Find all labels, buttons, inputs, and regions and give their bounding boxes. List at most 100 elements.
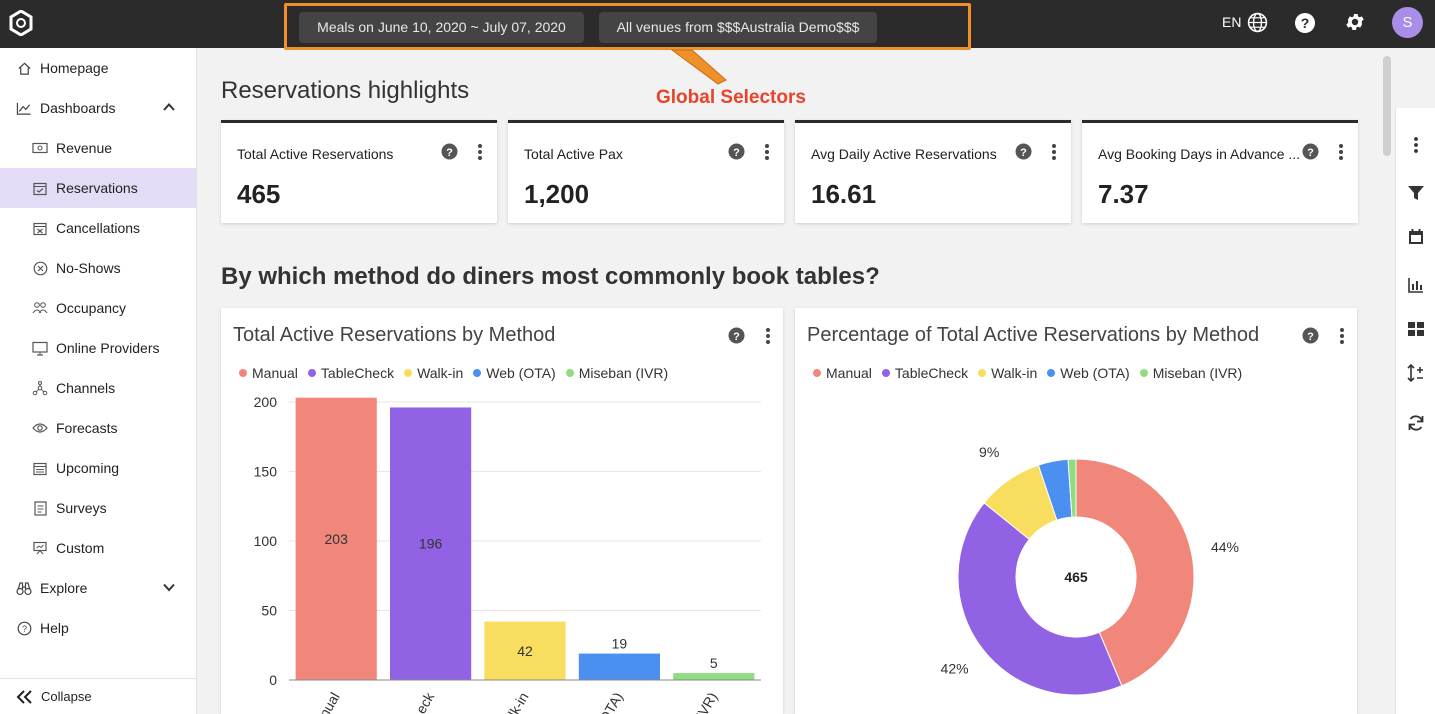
- legend-item[interactable]: Manual: [239, 365, 298, 381]
- refresh-icon[interactable]: [1407, 414, 1425, 432]
- donut-chart: 44% 42% 9% 465: [941, 444, 1239, 696]
- legend-swatch: [473, 369, 482, 377]
- collapse-label: Collapse: [41, 689, 92, 704]
- sidebar-item-online-providers[interactable]: Online Providers: [0, 328, 196, 368]
- sidebar-item-label: Revenue: [56, 140, 113, 156]
- eye-icon: [32, 420, 48, 436]
- sort-plus-minus-icon[interactable]: [1407, 364, 1425, 382]
- avatar[interactable]: S: [1392, 7, 1423, 38]
- sidebar-item-forecasts[interactable]: Forecasts: [0, 408, 196, 448]
- sidebar-item-custom[interactable]: Custom: [0, 528, 196, 568]
- legend-item[interactable]: Miseban (IVR): [1139, 365, 1242, 381]
- more-options-icon[interactable]: [477, 143, 483, 161]
- x-tick-label: OTA): [596, 690, 626, 714]
- global-selectors: Meals on June 10, 2020 ~ July 07, 2020 A…: [284, 3, 971, 50]
- circle-x-icon: [32, 260, 48, 276]
- help-icon[interactable]: ?: [728, 327, 745, 344]
- sidebar-item-label: Help: [40, 620, 69, 636]
- legend-item[interactable]: Walk-in: [404, 365, 463, 381]
- y-tick-label: 150: [254, 463, 278, 479]
- sidebar-item-reservations[interactable]: Reservations: [0, 168, 196, 208]
- calendar-icon[interactable]: [1407, 228, 1425, 246]
- sidebar-item-explore[interactable]: Explore: [0, 568, 196, 608]
- sidebar-item-label: Cancellations: [56, 220, 141, 236]
- more-options-icon[interactable]: [1407, 136, 1425, 154]
- more-options-icon[interactable]: [764, 143, 770, 161]
- more-options-icon[interactable]: [1338, 143, 1344, 161]
- legend-item[interactable]: Web (OTA): [1047, 365, 1130, 381]
- svg-text:?: ?: [1020, 147, 1027, 159]
- help-icon[interactable]: ?: [441, 143, 458, 160]
- sidebar-item-occupancy[interactable]: Occupancy: [0, 288, 196, 328]
- document-icon: [32, 500, 48, 516]
- more-options-icon[interactable]: [1339, 327, 1345, 345]
- home-icon: [16, 60, 32, 76]
- legend-item[interactable]: TableCheck: [881, 365, 968, 381]
- sidebar-item-label: Reservations: [56, 180, 138, 196]
- chart-legend: Manual TableCheck Walk-in Web (OTA) Miseban …: [813, 365, 1252, 381]
- more-options-icon[interactable]: [1051, 143, 1057, 161]
- sidebar-item-revenue[interactable]: Revenue: [0, 128, 196, 168]
- y-tick-label: 100: [254, 533, 278, 549]
- chevron-down-icon[interactable]: [162, 580, 176, 594]
- sidebar-item-homepage[interactable]: Homepage: [0, 48, 196, 88]
- scrollbar[interactable]: [1383, 56, 1391, 156]
- help-icon[interactable]: ?: [1015, 143, 1032, 160]
- sidebar-item-help[interactable]: ? Help: [0, 608, 196, 648]
- legend-label: Walk-in: [417, 365, 464, 381]
- y-tick-label: 50: [261, 602, 277, 618]
- app-logo-icon[interactable]: [8, 10, 34, 36]
- page-title: Reservations highlights: [221, 77, 470, 104]
- venue-selector[interactable]: All venues from $$$Australia Demo$$$: [599, 12, 877, 43]
- chart-title: Percentage of Total Active Reservations …: [807, 324, 1260, 346]
- sidebar-item-label: Homepage: [40, 60, 109, 76]
- bar-chart-icon[interactable]: [1407, 276, 1425, 294]
- help-icon[interactable]: ?: [1302, 327, 1319, 344]
- bar-chart: 0 50 100 150 200 203 nual 196 eck 42 lk-in 19 OTA) 5 I…: [254, 394, 761, 714]
- legend-swatch: [978, 369, 987, 377]
- legend-item[interactable]: TableCheck: [307, 365, 394, 381]
- collapse-button[interactable]: Collapse: [0, 678, 196, 714]
- legend-item[interactable]: Web (OTA): [473, 365, 556, 381]
- binoculars-icon: [16, 580, 32, 596]
- chevron-up-icon[interactable]: [162, 100, 176, 114]
- help-icon[interactable]: ?: [1302, 143, 1319, 160]
- help-icon[interactable]: ?: [728, 143, 745, 160]
- language-label[interactable]: EN: [1222, 14, 1242, 30]
- sidebar-item-no-shows[interactable]: No-Shows: [0, 248, 196, 288]
- sidebar-item-surveys[interactable]: Surveys: [0, 488, 196, 528]
- more-options-icon[interactable]: [765, 327, 771, 345]
- sidebar-item-dashboards[interactable]: Dashboards: [0, 88, 196, 128]
- legend-label: Web (OTA): [1060, 365, 1130, 381]
- dashboard-grid-icon[interactable]: [1407, 320, 1425, 338]
- sidebar-item-label: Surveys: [56, 500, 107, 516]
- legend-item[interactable]: Walk-in: [978, 365, 1037, 381]
- calendar-icon: [32, 460, 48, 476]
- legend-item[interactable]: Manual: [813, 365, 872, 381]
- sidebar-item-channels[interactable]: Channels: [0, 368, 196, 408]
- kpi-label: Avg Daily Active Reservations: [811, 146, 997, 162]
- globe-icon[interactable]: [1247, 12, 1268, 33]
- slice-percent-label: 44%: [1211, 539, 1239, 555]
- legend-swatch: [1139, 369, 1148, 377]
- gear-icon[interactable]: [1344, 11, 1366, 33]
- bar: [673, 673, 755, 680]
- bar-value-label: 203: [325, 531, 349, 547]
- date-range-selector[interactable]: Meals on June 10, 2020 ~ July 07, 2020: [299, 12, 584, 43]
- sidebar-item-cancellations[interactable]: Cancellations: [0, 208, 196, 248]
- help-icon[interactable]: ?: [1294, 12, 1316, 34]
- monitor-icon: [32, 340, 48, 356]
- donut-slice: [1067, 458, 1077, 518]
- slice-percent-label: 42%: [941, 660, 969, 676]
- bar-value-label: 5: [710, 655, 718, 671]
- bar: [484, 621, 566, 680]
- kpi-card-total-active-pax: Total Active Pax 1,200 ?: [508, 120, 784, 223]
- legend-item[interactable]: Miseban (IVR): [565, 365, 668, 381]
- sidebar-item-upcoming[interactable]: Upcoming: [0, 448, 196, 488]
- calendar-x-icon: [32, 220, 48, 236]
- presentation-icon: [32, 540, 48, 556]
- filter-icon[interactable]: [1407, 184, 1425, 202]
- sidebar: Homepage Dashboards Revenue Reservations…: [0, 48, 197, 714]
- legend-swatch: [813, 369, 821, 377]
- bar-chart-card: Total Active Reservations by Method ? Ma…: [221, 308, 783, 714]
